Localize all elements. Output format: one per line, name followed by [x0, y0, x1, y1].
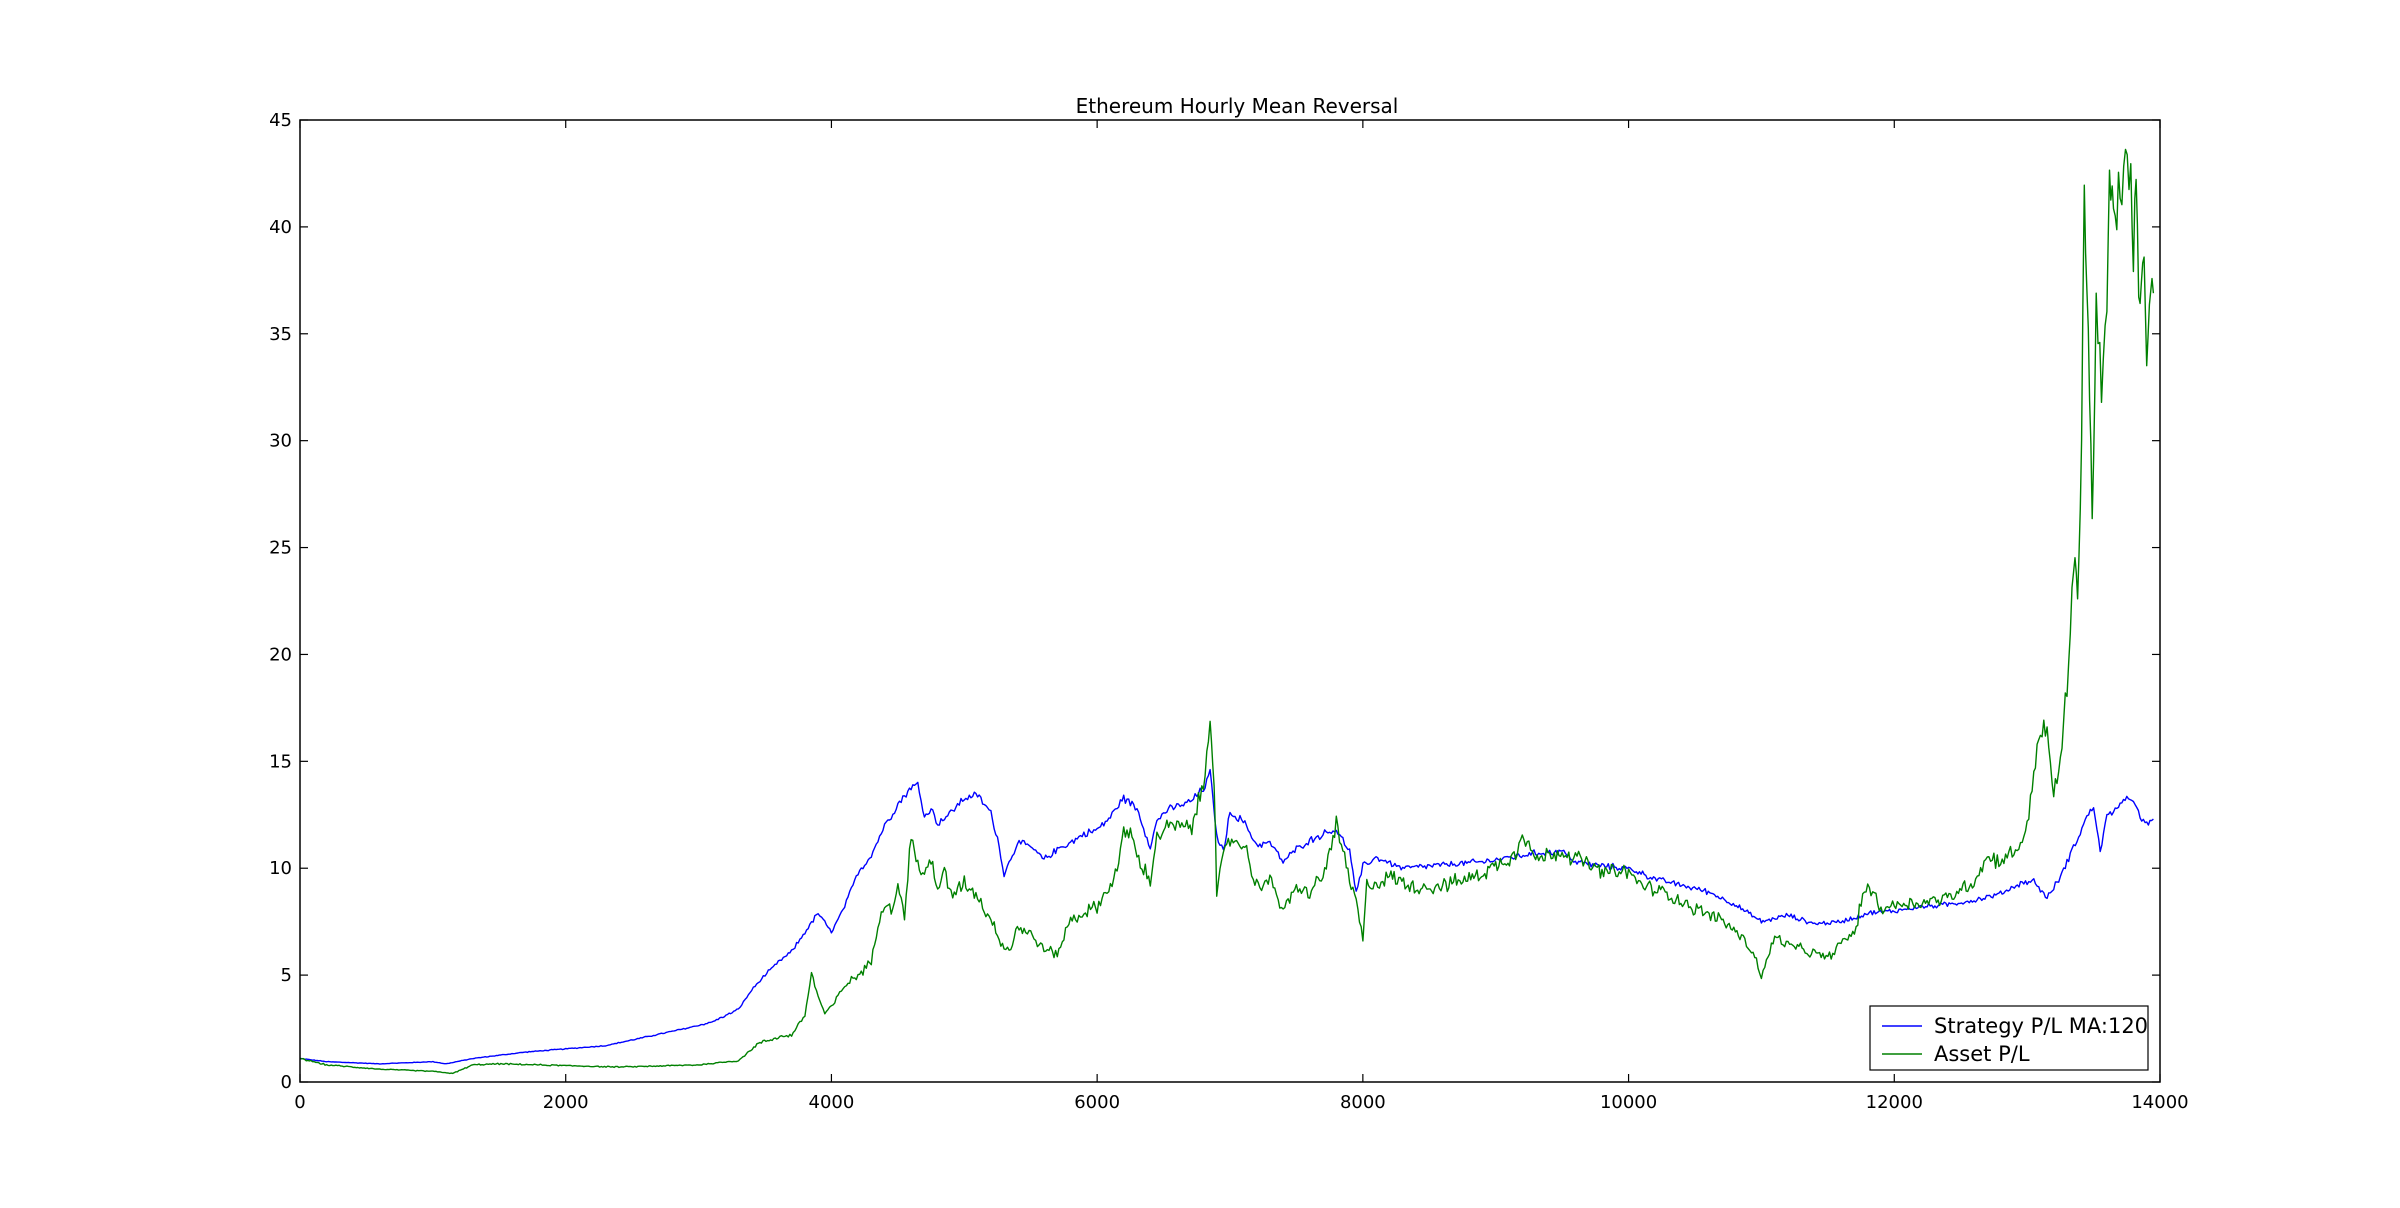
x-tick-label: 4000 [809, 1092, 855, 1113]
y-tick-label: 0 [281, 1072, 292, 1093]
y-tick-label: 20 [269, 644, 292, 665]
y-tick-label: 15 [269, 751, 292, 772]
y-tick-label: 45 [269, 110, 292, 131]
series-line-strategy [299, 768, 2154, 1065]
y-tick-label: 35 [269, 324, 292, 345]
x-tick-label: 8000 [1340, 1092, 1386, 1113]
chart-title: Ethereum Hourly Mean Reversal [1076, 94, 1399, 118]
legend-box [1869, 1005, 2149, 1071]
x-tick-label: 0 [294, 1092, 305, 1113]
y-tick-label: 10 [269, 858, 292, 879]
x-tick-label: 12000 [1866, 1092, 1923, 1113]
x-tick-label: 10000 [1600, 1092, 1657, 1113]
y-tick-label: 30 [269, 431, 292, 452]
series-layer [299, 148, 2155, 1075]
legend-label: Asset P/L [1934, 1042, 2030, 1066]
plot-area-frame [299, 119, 2161, 1083]
y-tick-label: 25 [269, 538, 292, 559]
axis-ticks: 0 2000 4000 6000 8000 10000 12000 14000 0 5 10 15 20… [269, 110, 2189, 1113]
y-tick-label: 5 [281, 965, 292, 986]
y-tick-label: 40 [269, 217, 292, 238]
x-tick-label: 14000 [2131, 1092, 2188, 1113]
x-tick-label: 6000 [1074, 1092, 1120, 1113]
legend: Strategy P/L MA:120 Asset P/L [1869, 1005, 2149, 1071]
series-line-asset [300, 148, 2155, 1075]
legend-label: Strategy P/L MA:120 [1934, 1014, 2148, 1038]
x-tick-label: 2000 [543, 1092, 589, 1113]
